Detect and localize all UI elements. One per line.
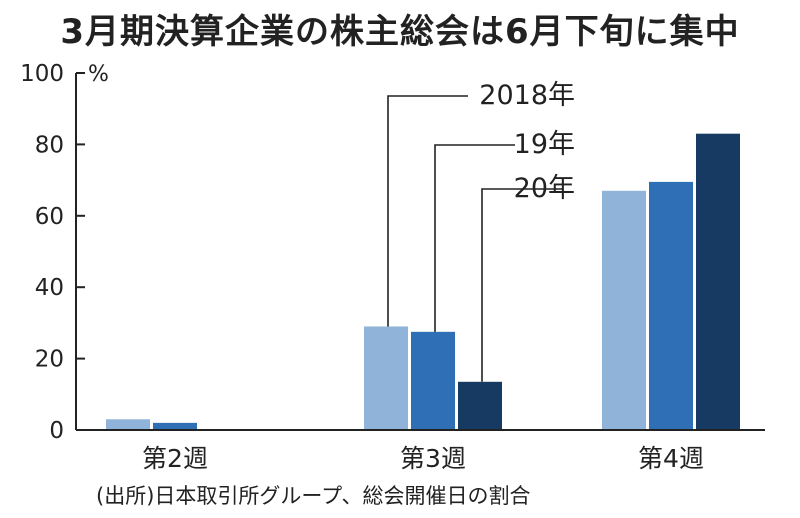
x-category-label: 第3週 (400, 444, 466, 473)
y-tick-label: 80 (35, 132, 64, 158)
bar (649, 181, 693, 430)
chart-title: 3月期決算企業の株主総会は6月下旬に集中 (60, 12, 740, 52)
bar (106, 419, 150, 430)
bar (364, 326, 408, 430)
y-tick-label: 40 (35, 275, 64, 301)
y-axis: 0 20 40 60 80 100% (20, 61, 109, 444)
bar (153, 422, 197, 430)
x-axis: 第2週 第3週 第4週 (76, 429, 765, 473)
bar (602, 190, 646, 430)
x-category-label: 第2週 (142, 444, 208, 473)
bar (411, 331, 455, 430)
bar (458, 381, 502, 430)
legend-callout-line (434, 144, 515, 332)
legend-label: 20年 (514, 173, 575, 204)
legend-label: 2018年 (479, 80, 575, 111)
y-tick-label: 20 (35, 347, 64, 373)
source-note: (出所)日本取引所グループ、総会開催日の割合 (96, 484, 531, 508)
legend-label: 19年 (514, 129, 575, 160)
y-tick-label: 100 (20, 61, 64, 87)
y-tick-label: 0 (49, 418, 64, 444)
y-tick-label: 60 (35, 204, 64, 230)
legend-callouts: 2018年 19年 20年 (387, 80, 575, 382)
bar (696, 133, 740, 430)
x-category-label: 第4週 (638, 444, 704, 473)
y-unit-label: % (88, 62, 109, 87)
legend-callout-line (387, 95, 468, 327)
bars (106, 133, 740, 430)
legend-callout-line (481, 188, 562, 382)
